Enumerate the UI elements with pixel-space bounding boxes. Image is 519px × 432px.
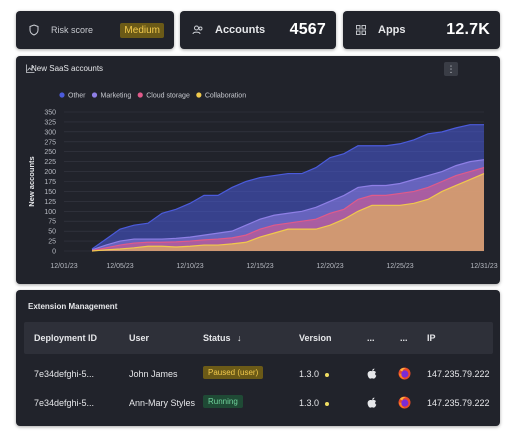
x-tick-label: 12/05/23 bbox=[106, 263, 133, 270]
accounts-value: 4567 bbox=[289, 21, 326, 38]
firefox-icon bbox=[398, 396, 411, 409]
series-line-cloud-storage bbox=[91, 167, 485, 252]
series-line-collaboration bbox=[91, 173, 485, 252]
legend-marker bbox=[59, 92, 65, 98]
y-tick-label: 275 bbox=[44, 139, 56, 146]
sort-desc-icon[interactable]: ↓ bbox=[237, 333, 242, 343]
y-tick-label: 50 bbox=[48, 229, 56, 236]
y-tick-label: 25 bbox=[48, 239, 56, 246]
new-saas-accounts-chart: 0 25 50 75 100 125 150 175 200 225 250 275 300 325 350… bbox=[27, 92, 498, 270]
legend-label: Other bbox=[68, 93, 86, 100]
legend-marker bbox=[137, 92, 143, 98]
col-version[interactable]: Version bbox=[299, 333, 332, 343]
x-tick-label: 12/10/23 bbox=[176, 263, 203, 270]
y-tick-label: 125 bbox=[44, 199, 56, 206]
col-browser[interactable]: ... bbox=[400, 333, 408, 343]
y-axis-label: New accounts bbox=[27, 156, 36, 206]
legend-marker bbox=[196, 92, 202, 98]
table-header: Deployment ID User Status ↓ Version ... … bbox=[24, 322, 493, 354]
table-row[interactable]: 7e34defghi-5... Ann-Mary Styles Running … bbox=[24, 389, 493, 417]
users-icon bbox=[190, 22, 206, 38]
legend-label: Collaboration bbox=[205, 93, 246, 100]
grid-icon bbox=[353, 22, 369, 38]
legend-label: Cloud storage bbox=[146, 93, 190, 100]
y-tick-label: 250 bbox=[44, 149, 56, 156]
chart-menu-button[interactable]: ⋮ bbox=[444, 62, 458, 76]
version-text: 1.3.0 bbox=[299, 398, 320, 408]
y-tick-label: 175 bbox=[44, 179, 56, 186]
col-user[interactable]: User bbox=[129, 333, 150, 343]
new-saas-accounts-card: 0 25 50 75 100 125 150 175 200 225 250 275 300 325 350… bbox=[16, 56, 500, 284]
col-deployment-id[interactable]: Deployment ID bbox=[34, 333, 98, 343]
version-status-dot bbox=[325, 372, 330, 377]
risk-score-card: Risk score Medium bbox=[16, 11, 174, 49]
deployment-id: 7e34defghi-5... bbox=[34, 398, 95, 408]
shield-icon bbox=[26, 22, 42, 38]
x-tick-label: 12/25/23 bbox=[386, 263, 413, 270]
series-area-collaboration bbox=[92, 173, 484, 251]
y-tick-label: 75 bbox=[48, 219, 56, 226]
accounts-label: Accounts bbox=[215, 24, 266, 36]
legend-marker bbox=[91, 92, 98, 98]
chart-header: New SaaS accounts bbox=[26, 64, 103, 73]
y-tick-label: 100 bbox=[44, 209, 56, 216]
version: 1.3.0 bbox=[299, 369, 330, 379]
series-line-marketing bbox=[91, 159, 485, 251]
user-name: Ann-Mary Styles bbox=[129, 398, 196, 408]
y-tick-label: 350 bbox=[44, 110, 56, 117]
series-line-other bbox=[91, 124, 484, 250]
chart-title: New SaaS accounts bbox=[31, 64, 104, 73]
accounts-card: Accounts 4567 bbox=[180, 11, 336, 49]
risk-score-label: Risk score bbox=[51, 25, 94, 35]
extension-management-card: Extension Management Deployment ID User … bbox=[16, 290, 500, 426]
version-status-dot bbox=[325, 401, 330, 406]
apps-value: 12.7K bbox=[446, 21, 490, 38]
risk-score-badge: Medium bbox=[120, 22, 164, 38]
y-tick-label: 150 bbox=[44, 189, 56, 196]
y-tick-label: 300 bbox=[44, 129, 56, 136]
apple-icon bbox=[366, 396, 378, 408]
col-ip[interactable]: IP bbox=[427, 333, 436, 343]
user-name: John James bbox=[129, 369, 178, 379]
x-tick-label: 12/31/23 bbox=[470, 263, 497, 270]
col-os[interactable]: ... bbox=[367, 333, 375, 343]
apps-card: Apps 12.7K bbox=[343, 11, 500, 49]
y-tick-label: 200 bbox=[44, 169, 56, 176]
apple-icon bbox=[366, 367, 378, 379]
y-tick-label: 0 bbox=[52, 249, 56, 256]
deployment-id: 7e34defghi-5... bbox=[34, 369, 95, 379]
y-tick-label: 225 bbox=[44, 159, 56, 166]
y-tick-label: 325 bbox=[44, 119, 56, 126]
status-badge: Running bbox=[203, 395, 243, 408]
x-tick-label: 12/01/23 bbox=[50, 263, 77, 270]
x-tick-label: 12/15/23 bbox=[246, 263, 273, 270]
apps-label: Apps bbox=[378, 24, 406, 36]
version-text: 1.3.0 bbox=[299, 369, 320, 379]
extension-management-title: Extension Management bbox=[28, 302, 118, 311]
col-status[interactable]: Status bbox=[203, 333, 231, 343]
table-row[interactable]: 7e34defghi-5... John James Paused (user)… bbox=[24, 360, 493, 388]
ip-address: 147.235.79.222 bbox=[427, 398, 490, 408]
firefox-icon bbox=[398, 367, 411, 380]
legend-label: Marketing bbox=[101, 93, 132, 100]
ip-address: 147.235.79.222 bbox=[427, 369, 490, 379]
x-tick-label: 12/20/23 bbox=[316, 263, 343, 270]
status-badge: Paused (user) bbox=[203, 366, 264, 379]
version: 1.3.0 bbox=[299, 398, 330, 408]
